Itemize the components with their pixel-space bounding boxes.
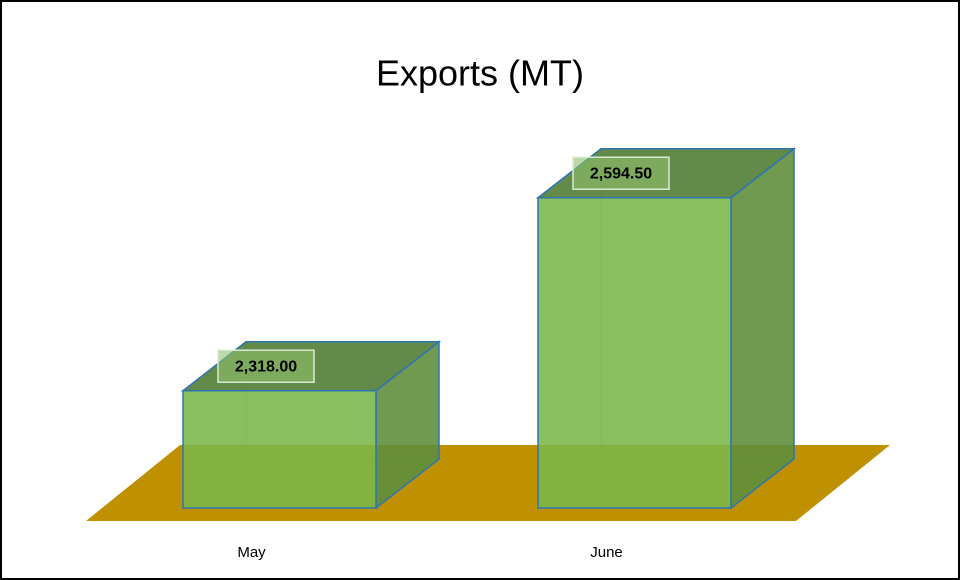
value-label: 2,594.50 [590,165,652,182]
x-tick-label: May [237,544,266,561]
value-label: 2,318.00 [235,358,297,375]
value-label-box [572,156,670,190]
chart-title: Exports (MT) [376,53,584,94]
bar [182,389,377,509]
x-tick-label: June [590,544,623,561]
bar-side [730,147,795,510]
value-label-box [217,349,315,383]
bar [537,196,732,509]
